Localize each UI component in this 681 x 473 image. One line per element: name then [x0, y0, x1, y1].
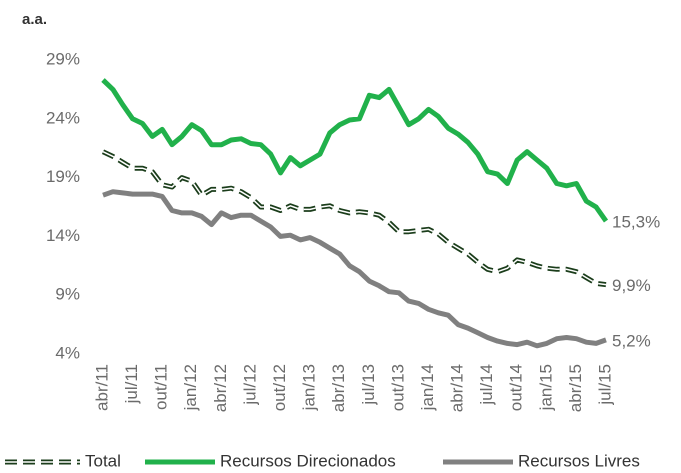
x-tick-label: jan/14 — [418, 364, 437, 411]
y-tick-label: 9% — [55, 285, 80, 304]
value-label: 15,3% — [612, 213, 660, 232]
x-tick-label: abr/12 — [211, 364, 230, 412]
value-label: 9,9% — [612, 276, 651, 295]
x-tick-label: jul/15 — [595, 364, 614, 406]
x-tick-label: jul/11 — [122, 364, 141, 404]
x-tick-label: jan/15 — [536, 364, 555, 411]
series-line-inner — [102, 151, 607, 286]
x-tick-label: abr/15 — [566, 364, 585, 412]
value-label: 5,2% — [612, 331, 651, 350]
y-tick-label: 19% — [46, 167, 80, 186]
x-tick-label: jul/14 — [477, 364, 496, 406]
x-tick-label: out/13 — [388, 364, 407, 411]
x-tick-label: jan/12 — [181, 364, 200, 411]
x-tick-label: abr/11 — [92, 364, 111, 411]
x-tick-label: out/14 — [507, 364, 526, 411]
x-tick-label: jan/13 — [300, 364, 319, 411]
legend-label: Recursos Livres — [518, 451, 640, 470]
legend-label: Recursos Direcionados — [220, 451, 396, 470]
y-tick-label: 4% — [55, 343, 80, 362]
y-tick-label: 29% — [46, 49, 80, 68]
x-tick-label: jul/13 — [359, 364, 378, 406]
series-line — [102, 189, 607, 349]
x-tick-label: abr/13 — [329, 364, 348, 412]
y-tick-label: 24% — [46, 108, 80, 127]
legend-label: Total — [85, 451, 121, 470]
x-tick-label: abr/14 — [448, 364, 467, 412]
x-tick-label: out/12 — [270, 364, 289, 411]
y-tick-label: 14% — [46, 226, 80, 245]
series-line — [101, 78, 609, 223]
x-tick-label: out/11 — [152, 364, 171, 410]
chart-title: a.a. — [22, 11, 47, 28]
series-line — [101, 149, 607, 288]
x-tick-label: jul/12 — [240, 364, 259, 406]
